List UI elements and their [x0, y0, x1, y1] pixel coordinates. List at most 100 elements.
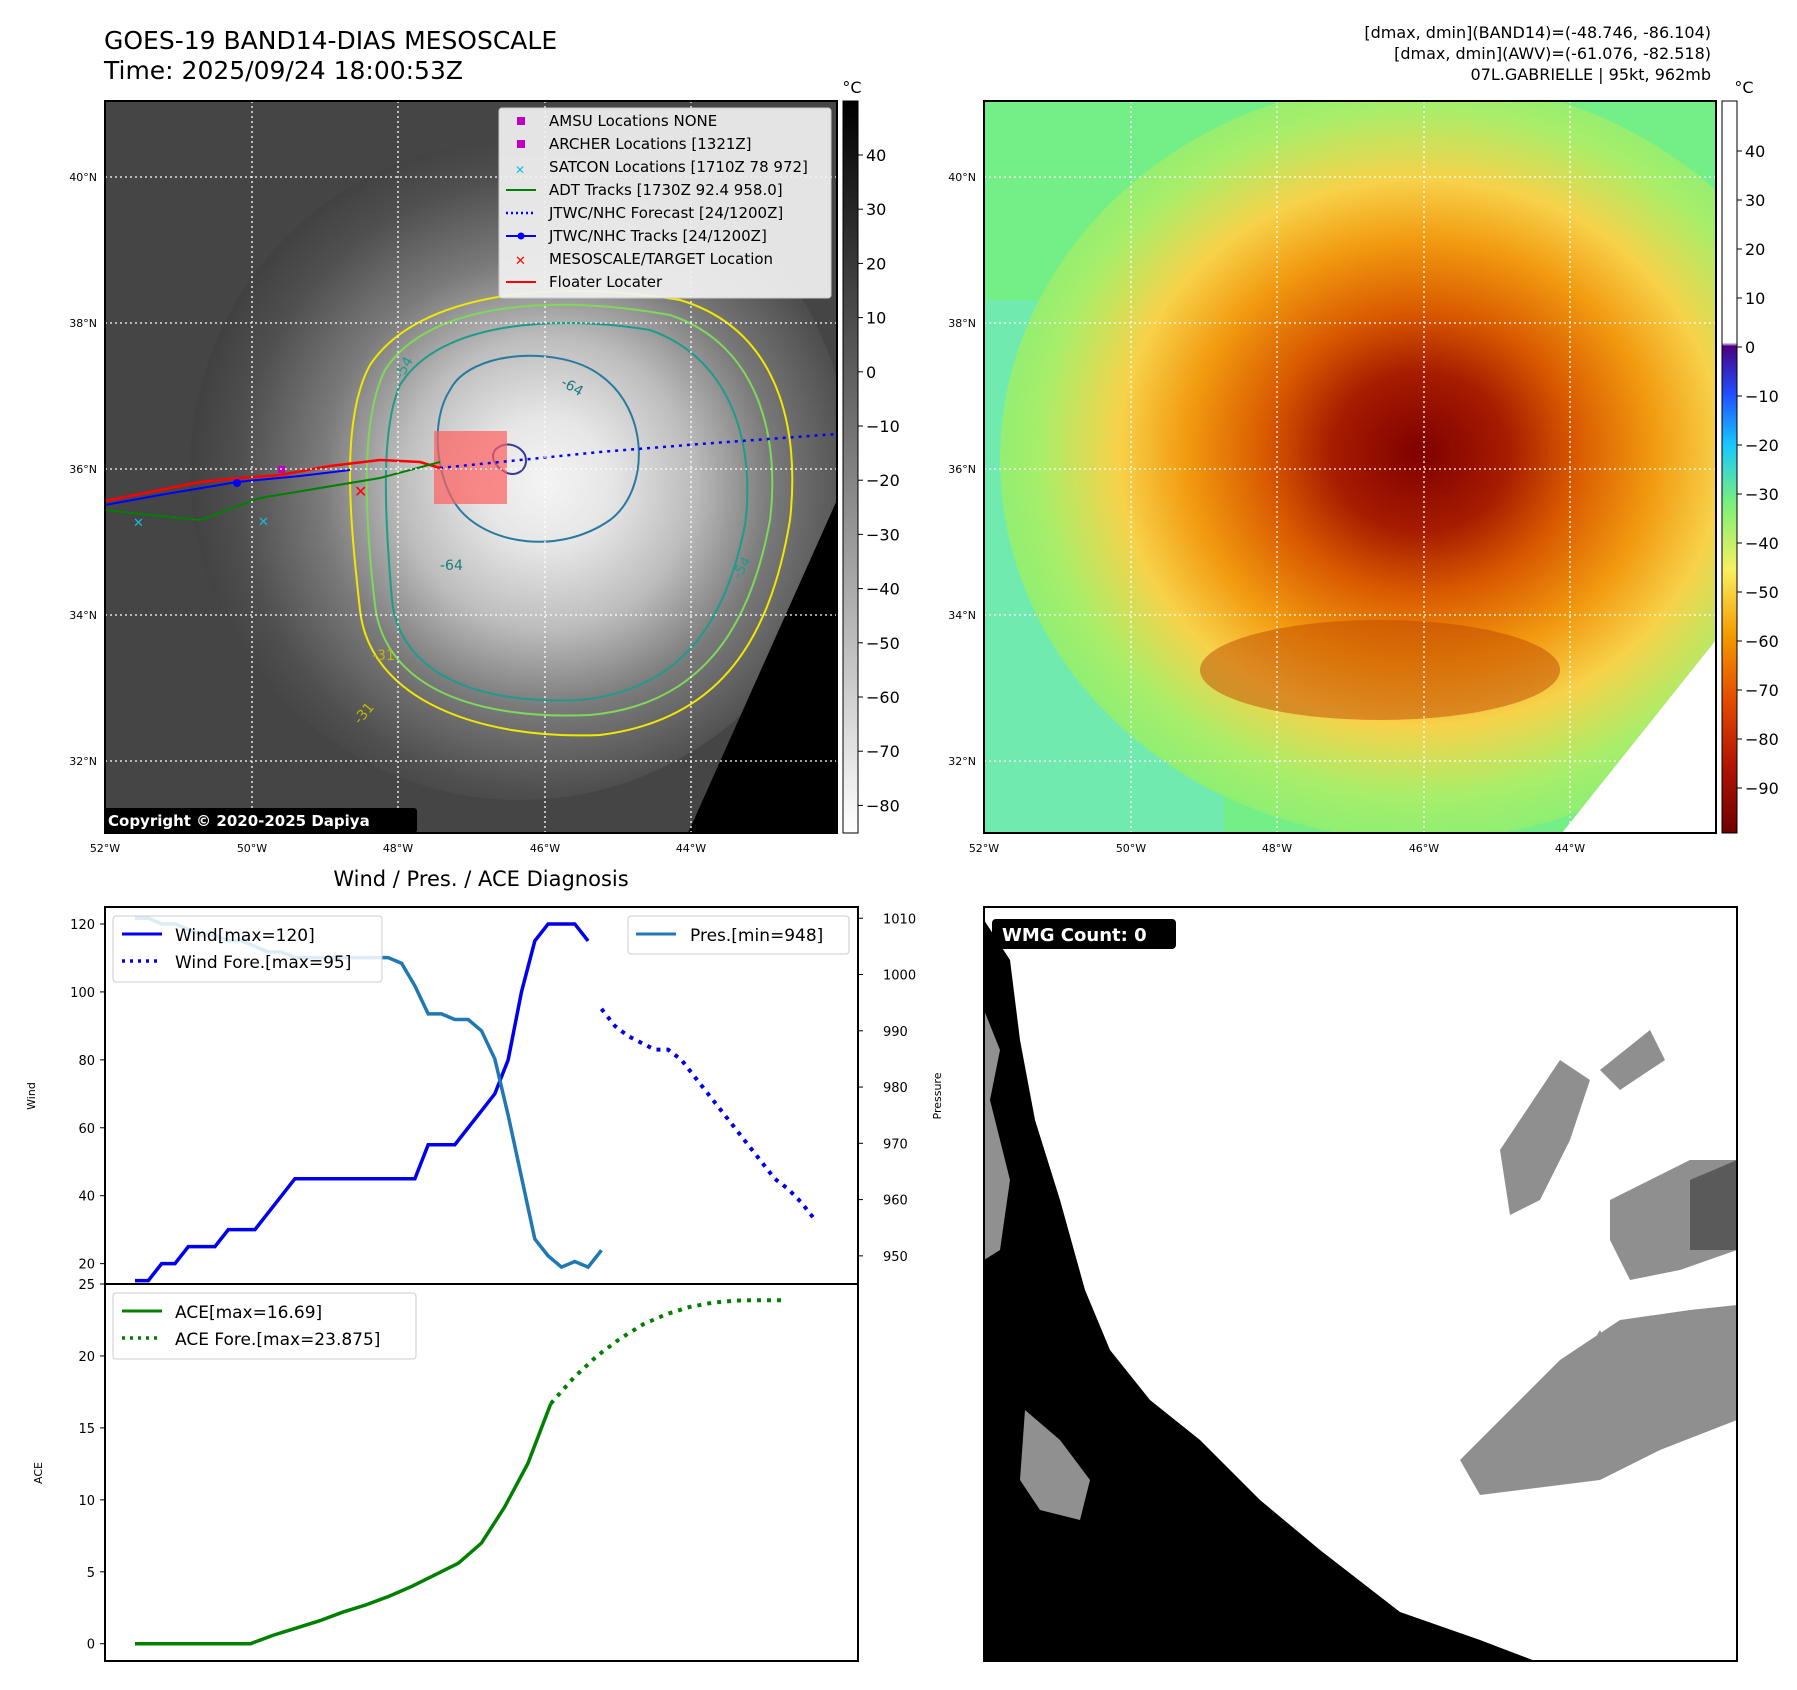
- diagnosis-title: Wind / Pres. / ACE Diagnosis: [333, 867, 628, 891]
- legend-jtwc-tracks: JTWC/NHC Tracks [24/1200Z]: [548, 227, 767, 245]
- ir-cbar-label: −30: [866, 525, 900, 544]
- wind-ytick-label: 80: [78, 1054, 95, 1069]
- contour-label: -31: [372, 648, 395, 664]
- floater-track: [105, 458, 441, 503]
- series-wind-fore-: [599, 1007, 817, 1221]
- wind-ytick-label: 20: [78, 1258, 95, 1273]
- svg-text:✕: ✕: [515, 254, 526, 269]
- lat-label: 40°N: [69, 171, 97, 184]
- pressure-ytick-label: 1000: [883, 969, 916, 984]
- ace-ytick-label: 10: [78, 1494, 95, 1509]
- ace-chart-frame: [104, 1283, 859, 1662]
- pressure-ytick-label: 990: [883, 1025, 908, 1040]
- wmg-image: [984, 907, 1737, 1661]
- wmg-badge: [992, 919, 1176, 949]
- awv-colorbar: [1721, 100, 1738, 834]
- lon-label: 48°W: [1262, 842, 1292, 855]
- pressure-yticks: 1010 1000 990 980 970 960 950: [858, 912, 916, 1265]
- jtwc-forecast: [439, 432, 837, 470]
- ir-cbar-label: −10: [866, 417, 900, 436]
- lon-label: 46°W: [1409, 842, 1439, 855]
- pressure-ytick-label: 970: [883, 1137, 908, 1152]
- jtwc-point: [233, 479, 241, 487]
- lon-label: 50°W: [237, 842, 267, 855]
- awv-image: [984, 101, 1716, 833]
- dmax-info: [dmax, dmin](BAND14)=(-48.746, -86.104) …: [1211, 22, 1711, 85]
- target-marker: ✕: [354, 482, 367, 501]
- wind-yticks: 120 100 80 60 40 20: [70, 918, 105, 1273]
- legend-ace: ACE[max=16.69]: [175, 1303, 322, 1323]
- ace-series-group: [135, 1298, 782, 1646]
- legend-amsu: AMSU Locations NONE: [549, 112, 717, 130]
- lat-label: 32°N: [948, 755, 976, 768]
- lat-label: 36°N: [948, 463, 976, 476]
- satcon-marker: ✕: [133, 516, 144, 531]
- ir-cbar-label: −70: [866, 742, 900, 761]
- ir-frame: [104, 100, 838, 834]
- legend-wind-forecast: Wind Fore.[max=95]: [175, 953, 351, 973]
- lon-label: 48°W: [383, 842, 413, 855]
- wind-legend: Wind[max=120] Wind Fore.[max=95]: [112, 915, 383, 983]
- lon-label: 50°W: [1116, 842, 1146, 855]
- series-ace: [135, 1402, 553, 1646]
- ir-legend: ✕ ✕ AMSU Locations NONE ARCHER Locations…: [498, 107, 832, 299]
- lon-label: 46°W: [530, 842, 560, 855]
- awv-nodata-region: [1562, 640, 1716, 833]
- ir-nodata-region: [688, 500, 837, 833]
- ir-colorbar-ticks: 40 30 20 10 0 −10 −20 −30 −40 −50 −60 −70 −80: [858, 146, 900, 815]
- ir-lat-labels: 40°N 38°N 36°N 34°N 32°N: [69, 171, 97, 768]
- ir-cbar-label: −40: [866, 580, 900, 599]
- legend-ace-forecast: ACE Fore.[max=23.875]: [175, 1330, 380, 1350]
- awv-cbar-label: −10: [1745, 387, 1779, 406]
- lat-label: 34°N: [948, 609, 976, 622]
- awv-cbar-label: −30: [1745, 485, 1779, 504]
- lat-label: 36°N: [69, 463, 97, 476]
- awv-lon-labels: 52°W 50°W 48°W 46°W 44°W: [969, 842, 1585, 855]
- awv-cbar-label: −70: [1745, 681, 1779, 700]
- ir-cbar-label: 20: [866, 254, 886, 273]
- lat-label: 34°N: [69, 609, 97, 622]
- ir-cbar-label: 10: [866, 309, 886, 328]
- target-box: [434, 431, 507, 504]
- ir-cbar-label: −60: [866, 688, 900, 707]
- lat-label: 32°N: [69, 755, 97, 768]
- awv-cbar-label: 30: [1745, 191, 1765, 210]
- awv-cbar-label: −20: [1745, 436, 1779, 455]
- ace-ytick-label: 15: [78, 1422, 95, 1437]
- dmax-band14: [dmax, dmin](BAND14)=(-48.746, -86.104): [1364, 23, 1711, 42]
- lon-label: 44°W: [1555, 842, 1585, 855]
- awv-cbar-label: 0: [1745, 338, 1755, 357]
- pressure-ytick-label: 960: [883, 1194, 908, 1209]
- awv-colorbar-ticks: 40 30 20 10 0 −10 −20 −30 −40 −50 −60 −70 −80 −90: [1737, 142, 1779, 798]
- wind-axis-label: Wind: [25, 1082, 38, 1110]
- ace-ytick-label: 0: [87, 1638, 95, 1653]
- series-wind: [135, 922, 590, 1283]
- storm-info: 07L.GABRIELLE | 95kt, 962mb: [1470, 65, 1711, 84]
- legend-wind: Wind[max=120]: [175, 926, 315, 946]
- dmax-awv: [dmax, dmin](AWV)=(-61.076, -82.518): [1394, 44, 1711, 63]
- copyright-badge: [104, 808, 417, 833]
- wind-ytick-label: 60: [78, 1122, 95, 1137]
- ir-colorbar-unit: °C: [842, 78, 861, 97]
- pressure-ytick-label: 1010: [883, 912, 916, 927]
- satcon-marker: ✕: [258, 515, 269, 530]
- ir-cbar-label: 40: [866, 146, 886, 165]
- ace-legend: ACE[max=16.69] ACE Fore.[max=23.875]: [112, 1292, 417, 1360]
- ir-cbar-label: −50: [866, 634, 900, 653]
- copyright-text: Copyright © 2020-2025 Dapiya: [108, 812, 370, 830]
- series-ace-fore-: [549, 1298, 782, 1405]
- awv-cbar-label: −80: [1745, 730, 1779, 749]
- ace-axis-label: ACE: [32, 1462, 45, 1484]
- pressure-axis-label: Pressure: [931, 1072, 944, 1119]
- legend-target: MESOSCALE/TARGET Location: [549, 250, 773, 268]
- ace-ytick-label: 25: [78, 1278, 95, 1293]
- awv-cbar-label: 10: [1745, 289, 1765, 308]
- wind-ytick-label: 40: [78, 1190, 95, 1205]
- awv-colorbar-unit: °C: [1734, 78, 1753, 97]
- awv-lat-labels: 40°N 38°N 36°N 34°N 32°N: [948, 171, 976, 768]
- awv-cbar-label: −90: [1745, 779, 1779, 798]
- awv-cbar-label: −50: [1745, 583, 1779, 602]
- ir-cbar-label: −80: [866, 796, 900, 815]
- lat-label: 40°N: [948, 171, 976, 184]
